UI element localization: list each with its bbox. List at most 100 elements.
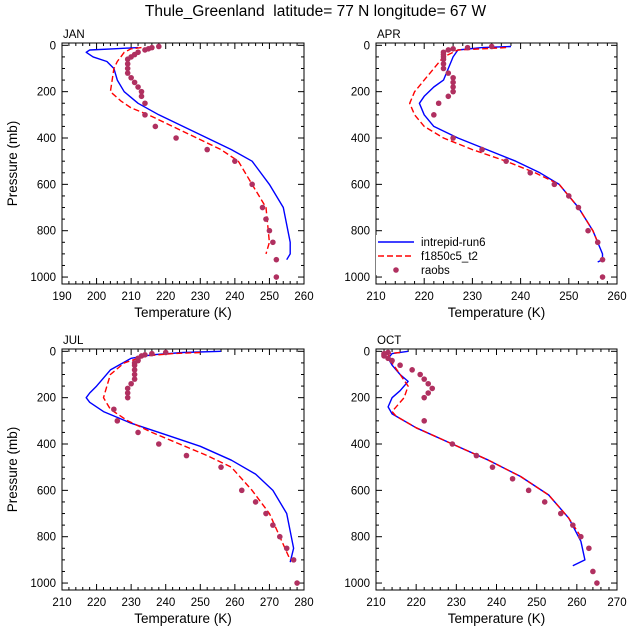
raobs-point: [131, 371, 138, 378]
intrepid-run6-line: [85, 350, 295, 563]
raobs-point: [509, 475, 516, 482]
raobs-point: [162, 349, 169, 356]
raobs-point: [417, 371, 423, 378]
raobs-point: [152, 123, 159, 130]
raobs-point: [270, 239, 276, 246]
raobs-point: [578, 533, 584, 540]
raobs-point: [450, 45, 456, 52]
series-group: [85, 349, 300, 586]
plot-frame: [61, 42, 305, 285]
raobs-point: [131, 79, 138, 86]
x-tick-label: 240: [511, 291, 530, 303]
raobs-point: [409, 367, 415, 373]
y-tick-label: 600: [351, 179, 370, 191]
y-tick-label: 0: [50, 40, 56, 52]
y-tick-label: 800: [37, 532, 56, 544]
raobs-point: [111, 406, 117, 413]
intrepid-run6-line: [418, 45, 604, 263]
raobs-point: [479, 146, 485, 153]
raobs-point: [128, 74, 134, 81]
x-tick-label: 250: [559, 291, 578, 303]
raobs-point: [473, 452, 480, 459]
month-label: JUL: [63, 335, 84, 347]
y-tick-label: 600: [351, 485, 370, 497]
raobs-point: [138, 93, 145, 100]
raobs-point: [266, 227, 273, 234]
x-tick-label: 250: [260, 291, 279, 303]
raobs-point: [575, 204, 582, 211]
panel-jul: 210 220 230 240 250 260 270 280 0 200 400 600 800 100…: [5, 335, 314, 626]
x-tick-label: 200: [87, 291, 106, 303]
raobs-point: [124, 65, 131, 72]
x-tick-label: 210: [366, 597, 385, 609]
raobs-point: [429, 385, 436, 392]
panel-apr: 210 220 230 240 250 260 0 200 400 600 800 1000 Tempe…: [344, 29, 626, 320]
y-tick-label: 200: [351, 393, 370, 405]
raobs-point: [541, 499, 548, 505]
panel-jan: 190 200 210 220 230 240 250 260 0 200 400 600 800 100…: [5, 29, 314, 320]
raobs-point: [135, 84, 141, 90]
raobs-point: [290, 557, 297, 563]
f1850c5-t2-line: [409, 46, 599, 243]
raobs-point: [259, 204, 266, 211]
y-tick-label: 800: [37, 226, 56, 238]
plot-frame: [375, 348, 618, 591]
raobs-point: [594, 580, 600, 586]
f1850c5-t2-line: [109, 46, 271, 255]
raobs-point: [557, 510, 564, 517]
raobs-point: [283, 545, 290, 552]
raobs-point: [585, 227, 591, 234]
raobs-point: [450, 88, 456, 95]
x-tick-label: 250: [191, 597, 210, 609]
intrepid-run6-line: [85, 46, 291, 261]
y-tick-label: 0: [364, 346, 370, 358]
legend-label: f1850c5_t2: [421, 251, 478, 263]
raobs-point: [389, 357, 395, 364]
raobs-point: [440, 65, 447, 72]
raobs-point: [425, 380, 432, 387]
y-tick-label: 400: [351, 439, 370, 451]
y-axis-label: Pressure (mb): [5, 121, 20, 207]
raobs-point: [421, 418, 428, 424]
raobs-point: [263, 216, 269, 222]
month-label: JAN: [63, 29, 85, 41]
raobs-point: [599, 274, 606, 280]
x-tick-label: 190: [52, 291, 71, 303]
raobs-point: [527, 169, 534, 176]
month-label: OCT: [377, 335, 401, 347]
x-tick-label: 260: [225, 597, 244, 609]
raobs-point: [551, 181, 558, 188]
raobs-point: [183, 452, 190, 459]
figure-title: Thule_Greenland latitude= 77 N longitude…: [144, 3, 487, 20]
raobs-point: [489, 464, 496, 470]
y-tick-label: 200: [37, 393, 56, 405]
raobs-point: [114, 418, 121, 424]
raobs-point: [464, 44, 471, 51]
panel-oct: 210 220 230 240 250 260 270 0 200 400 600 800 1000 Te…: [344, 335, 626, 626]
raobs-point: [435, 100, 442, 107]
raobs-point: [270, 522, 276, 528]
raobs-point: [450, 79, 456, 86]
y-tick-label: 200: [351, 87, 370, 99]
raobs-point: [525, 487, 532, 494]
plot-frame: [375, 42, 618, 285]
x-axis-label: Temperature (K): [134, 611, 232, 626]
y-axis-label: Pressure (mb): [5, 427, 20, 513]
x-tick-label: 210: [122, 291, 141, 303]
x-tick-label: 260: [294, 291, 313, 303]
legend-label: raobs: [421, 265, 450, 277]
raobs-point: [421, 394, 428, 401]
x-tick-label: 210: [366, 291, 385, 303]
raobs-point: [142, 112, 148, 118]
raobs-point: [445, 70, 452, 76]
y-tick-label: 400: [37, 133, 56, 145]
raobs-point: [449, 441, 456, 447]
raobs-point: [440, 56, 447, 63]
raobs-point: [397, 362, 403, 369]
raobs-point: [263, 510, 269, 517]
f1850c5-t2-line: [102, 351, 291, 561]
raobs-point: [586, 545, 592, 552]
raobs-point: [503, 158, 509, 164]
x-axis-label: Temperature (K): [448, 305, 546, 320]
